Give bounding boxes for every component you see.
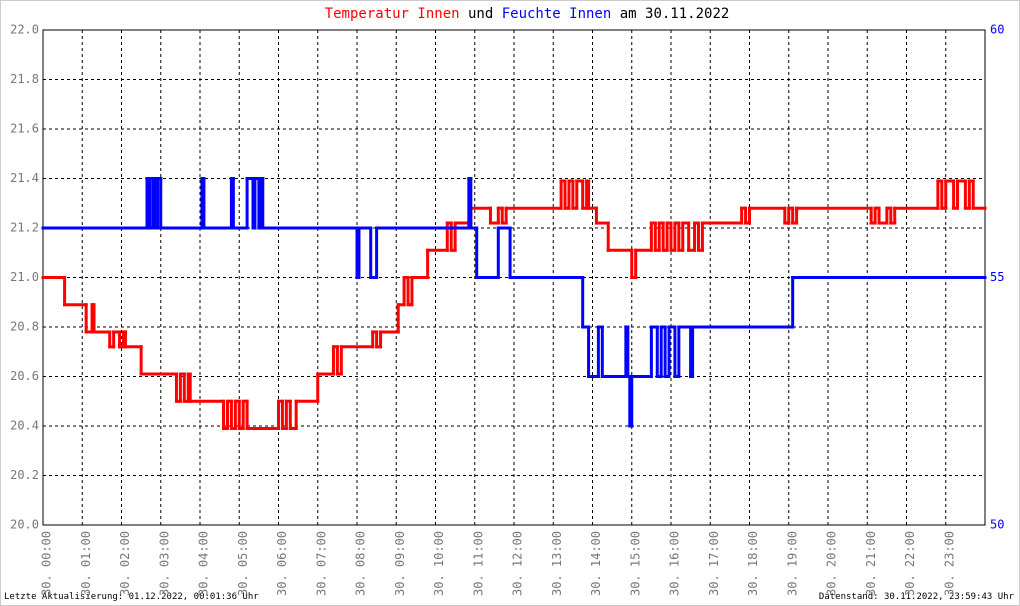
footer-left: Letzte Aktualisierung: 01.12.2022, 00:01…	[4, 592, 259, 602]
y-tick-label: 21.4	[10, 171, 39, 185]
y-tick-label: 20.0	[10, 518, 39, 532]
y-tick-label: 20.4	[10, 419, 39, 433]
x-tick-label: 30. 01:00	[79, 531, 93, 596]
x-tick-label: 30. 21:00	[864, 531, 878, 596]
y2-tick-label: 55	[990, 270, 1004, 284]
x-tick-label: 30. 17:00	[707, 531, 721, 596]
x-tick-label: 30. 02:00	[118, 531, 132, 596]
x-tick-label: 30. 03:00	[157, 531, 171, 596]
y2-tick-label: 50	[990, 518, 1004, 532]
x-tick-label: 30. 09:00	[393, 531, 407, 596]
title-part: Feuchte Innen	[502, 6, 612, 22]
title-part: am 30.11.2022	[620, 6, 730, 22]
x-tick-label: 30. 07:00	[314, 531, 328, 596]
x-tick-label: 30. 05:00	[236, 531, 250, 596]
x-tick-label: 30. 13:00	[550, 531, 564, 596]
y-tick-label: 20.6	[10, 369, 39, 383]
x-tick-label: 30. 04:00	[197, 531, 211, 596]
series	[41, 177, 987, 428]
x-tick-label: 30. 06:00	[275, 531, 289, 596]
x-tick-label: 30. 22:00	[903, 531, 917, 596]
x-tick-label: 30. 00:00	[40, 531, 54, 596]
y-tick-label: 21.6	[10, 122, 39, 136]
x-tick-label: 30. 18:00	[746, 531, 760, 596]
title-part: und	[468, 6, 493, 22]
x-tick-label: 30. 20:00	[825, 531, 839, 596]
x-tick-label: 30. 08:00	[354, 531, 368, 596]
x-tick-label: 30. 23:00	[942, 531, 956, 596]
y-tick-label: 20.2	[10, 468, 39, 482]
x-tick-label: 30. 12:00	[511, 531, 525, 596]
series	[41, 179, 987, 430]
x-tick-label: 30. 10:00	[432, 531, 446, 596]
x-tick-label: 30. 11:00	[471, 531, 485, 596]
x-tick-label: 30. 19:00	[785, 531, 799, 596]
y-tick-label: 21.0	[10, 270, 39, 284]
x-tick-label: 30. 15:00	[628, 531, 642, 596]
x-tick-label: 30. 14:00	[589, 531, 603, 596]
title-part: Temperatur Innen	[325, 6, 460, 22]
chart-title: Temperatur Innen und Feuchte Innen am 30…	[325, 6, 730, 22]
y-tick-label: 22.0	[10, 23, 39, 37]
y2-tick-label: 60	[990, 23, 1004, 37]
y-tick-label: 21.8	[10, 72, 39, 86]
x-tick-label: 30. 16:00	[668, 531, 682, 596]
footer-right: Datenstand: 30.11.2022, 23:59:43 Uhr	[819, 592, 1015, 602]
y-tick-label: 21.2	[10, 221, 39, 235]
y-tick-label: 20.8	[10, 320, 39, 334]
